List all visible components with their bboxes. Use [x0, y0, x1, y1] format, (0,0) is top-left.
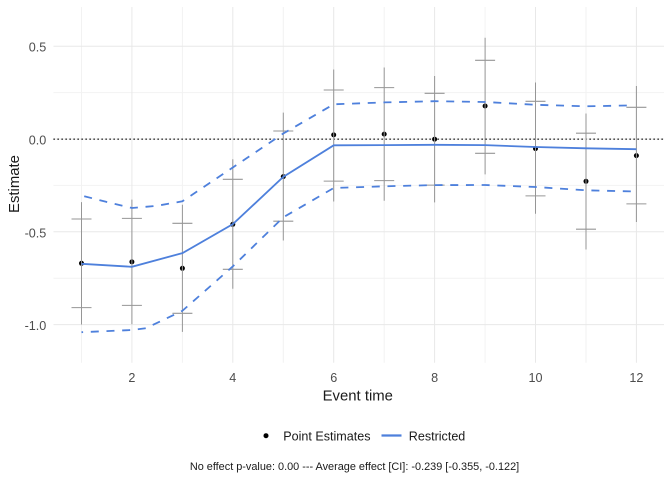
svg-text:Restricted: Restricted	[409, 430, 466, 444]
svg-text:-0.5: -0.5	[25, 226, 47, 240]
svg-text:4: 4	[229, 371, 236, 385]
svg-text:10: 10	[528, 371, 542, 385]
svg-text:Event time: Event time	[323, 388, 393, 404]
svg-text:8: 8	[431, 371, 438, 385]
svg-text:Estimate: Estimate	[7, 155, 23, 213]
svg-text:0.5: 0.5	[29, 41, 47, 55]
svg-text:-1.0: -1.0	[25, 319, 47, 333]
svg-text:No effect p-value: 0.00 --- Av: No effect p-value: 0.00 --- Average effe…	[190, 461, 519, 473]
svg-text:Point Estimates: Point Estimates	[283, 430, 370, 444]
svg-text:6: 6	[330, 371, 337, 385]
svg-text:0.0: 0.0	[29, 134, 47, 148]
svg-text:2: 2	[128, 371, 135, 385]
svg-text:12: 12	[629, 371, 643, 385]
